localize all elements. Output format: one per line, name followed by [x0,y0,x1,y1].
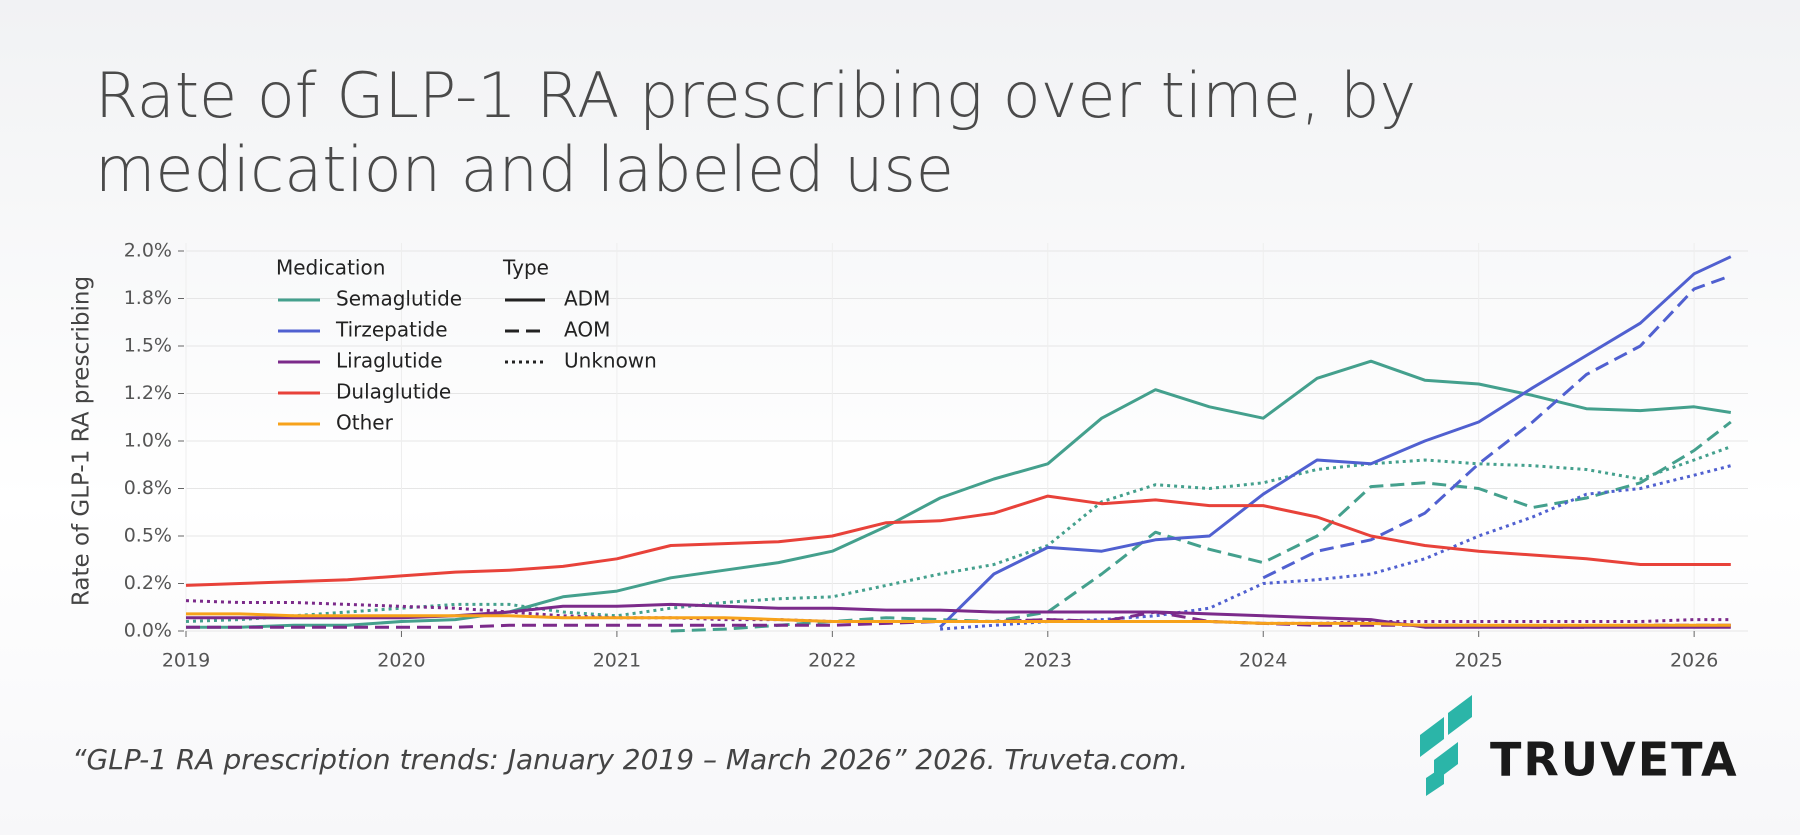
legend-label: AOM [564,318,610,342]
series-line [186,359,1732,629]
x-tick-label: 2020 [377,650,425,672]
y-tick-label: 1.0% [124,430,172,452]
series-line [185,494,1731,587]
y-tick-label: 2.0% [124,240,172,262]
title-line: medication and labeled use [95,133,954,206]
grid [178,243,1748,637]
series-line [185,445,1732,623]
series-line [939,255,1732,629]
legend-label: Unknown [564,349,657,373]
x-tick-label: 2021 [593,650,641,672]
title-line: Rate of GLP-1 RA prescribing over time, … [95,59,1416,132]
y-tick-label: 0.0% [124,620,172,642]
x-tick-label: 2022 [808,650,856,672]
y-tick-label: 0.2% [124,572,172,594]
y-tick-label: 1.8% [124,287,172,309]
legend-label: Dulaglutide [336,380,451,404]
y-tick-label: 0.8% [124,477,172,499]
source-note: “GLP-1 RA prescription trends: January 2… [72,743,1188,776]
legend-label: Tirzepatide [335,318,448,342]
y-tick-label: 1.2% [124,382,172,404]
legend-label: Semaglutide [336,287,462,311]
x-tick-label: 2026 [1670,650,1718,672]
chart-title: Rate of GLP-1 RA prescribing over time, … [95,59,1416,206]
x-tick-label: 2023 [1024,650,1072,672]
series-line [1262,274,1732,580]
y-axis-label: Rate of GLP-1 RA prescribing [69,276,95,606]
brand-logo: TRUVETA [1420,695,1739,796]
x-tick-label: 2019 [162,650,210,672]
legend-title: Type [502,256,549,280]
y-tick-label: 0.5% [124,525,172,547]
legend-title: Medication [276,256,385,280]
series-line [186,612,1731,627]
y-tick-label: 1.5% [124,335,172,357]
legend-label: Liraglutide [336,349,443,373]
series-line [670,420,1732,633]
x-tick-label: 2024 [1239,650,1287,672]
x-tick-label: 2025 [1455,650,1503,672]
series-line [185,599,1731,625]
logo-text: TRUVETA [1490,733,1739,787]
logo-mark [1420,695,1472,796]
legend-label: ADM [564,287,610,311]
legend-label: Other [336,411,394,435]
